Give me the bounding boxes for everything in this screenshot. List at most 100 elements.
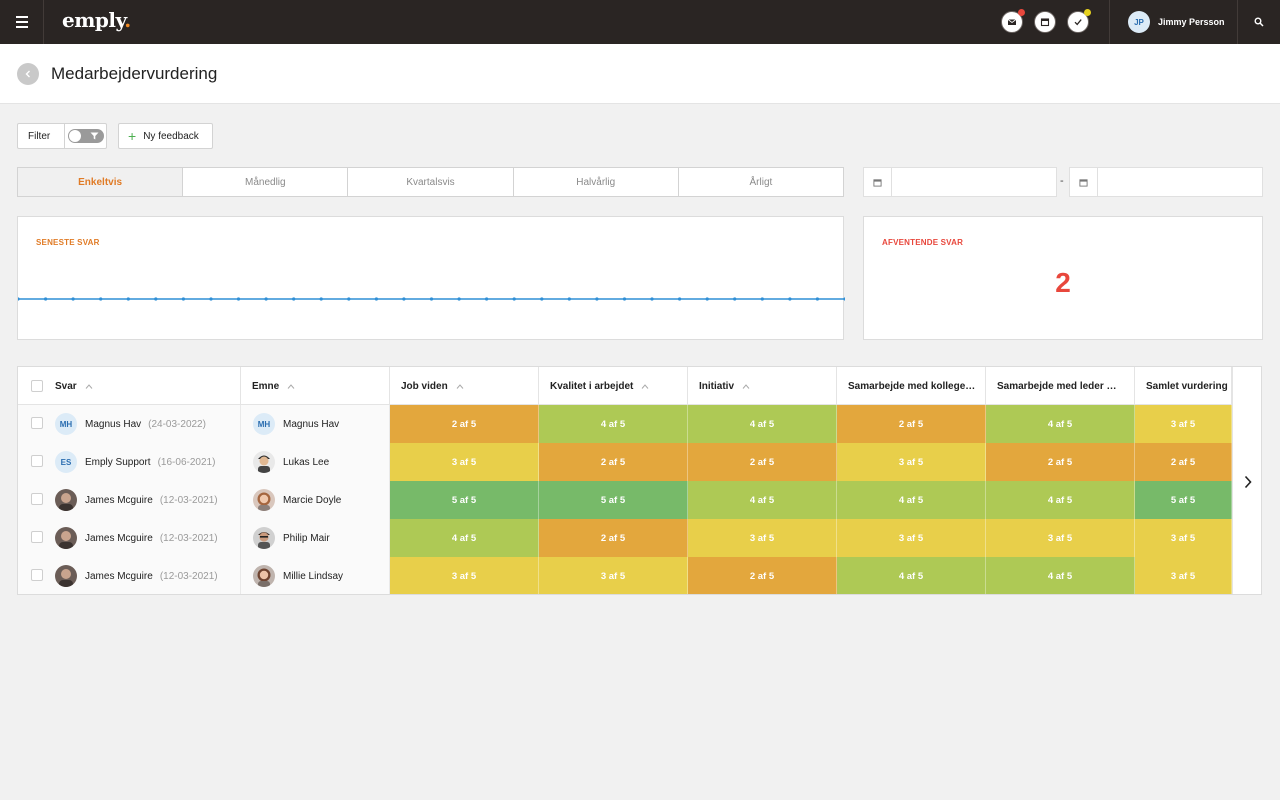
score-cell[interactable]: 2 af 5: [390, 405, 539, 443]
score-cell[interactable]: 3 af 5: [390, 557, 539, 594]
score-cell[interactable]: 3 af 5: [1135, 557, 1232, 594]
calendar-icon[interactable]: [1034, 11, 1056, 33]
col-svar[interactable]: Svar: [18, 367, 241, 405]
score-cell[interactable]: 4 af 5: [986, 481, 1135, 519]
score-cell[interactable]: 3 af 5: [837, 519, 986, 557]
score-cell[interactable]: 2 af 5: [837, 405, 986, 443]
svar-name[interactable]: James Mcguire: [85, 532, 153, 544]
sparkline-point: [567, 297, 571, 301]
pending-answers-card: AFVENTENDE SVAR 2: [863, 216, 1263, 340]
score-cell[interactable]: 3 af 5: [539, 557, 688, 594]
row-checkbox[interactable]: [31, 569, 43, 581]
score-cell[interactable]: 2 af 5: [539, 443, 688, 481]
emne-name[interactable]: Magnus Hav: [283, 418, 340, 430]
sparkline-point: [126, 297, 130, 301]
date-to-field: [1069, 167, 1263, 197]
score-cell[interactable]: 3 af 5: [837, 443, 986, 481]
score-cell[interactable]: 2 af 5: [986, 443, 1135, 481]
score-cell[interactable]: 5 af 5: [539, 481, 688, 519]
search-icon[interactable]: [1238, 0, 1280, 44]
sparkline-point: [99, 297, 103, 301]
sparkline-point: [760, 297, 764, 301]
back-button[interactable]: [17, 63, 39, 85]
svar-name[interactable]: Emply Support: [85, 456, 151, 468]
logo[interactable]: emply.: [62, 8, 131, 32]
menu-icon[interactable]: [0, 0, 44, 44]
score-cell[interactable]: 2 af 5: [688, 443, 837, 481]
score-cell[interactable]: 4 af 5: [837, 557, 986, 594]
score-cell[interactable]: 3 af 5: [1135, 519, 1232, 557]
tab-maanedlig[interactable]: Månedlig: [183, 168, 349, 196]
score-cell[interactable]: 3 af 5: [986, 519, 1135, 557]
sparkline-point: [843, 297, 845, 301]
col-samarbejde-kollega[interactable]: Samarbejde med kollege…: [837, 367, 986, 405]
col-initiativ[interactable]: Initiativ: [688, 367, 837, 405]
score-cell[interactable]: 4 af 5: [986, 557, 1135, 594]
sparkline-point: [347, 297, 351, 301]
row-checkbox[interactable]: [31, 455, 43, 467]
score-cell[interactable]: 3 af 5: [1135, 405, 1232, 443]
col-samarbejde-leder[interactable]: Samarbejde med leder …: [986, 367, 1135, 405]
emne-name[interactable]: Marcie Doyle: [283, 494, 342, 506]
score-cell[interactable]: 2 af 5: [1135, 443, 1232, 481]
date-from-input[interactable]: [892, 168, 1056, 196]
sparkline-point: [181, 297, 185, 301]
sparkline-point: [402, 297, 406, 301]
avatar: ES: [55, 451, 77, 473]
user-menu[interactable]: JP Jimmy Persson: [1128, 11, 1225, 33]
sparkline-point: [650, 297, 654, 301]
table-row[interactable]: MH Magnus Hav (24-03-2022) MH Magnus Hav 2 af…: [18, 405, 1261, 443]
calendar-icon[interactable]: [1070, 168, 1098, 196]
score-cell[interactable]: 4 af 5: [986, 405, 1135, 443]
avatar: JP: [1128, 11, 1150, 33]
svar-name[interactable]: Magnus Hav: [85, 418, 142, 430]
col-emne[interactable]: Emne: [241, 367, 390, 405]
table-row[interactable]: ES Emply Support (16-06-2021) Lukas Lee 3 af…: [18, 443, 1261, 481]
tab-halvaarlig[interactable]: Halvårlig: [514, 168, 679, 196]
score-cell[interactable]: 2 af 5: [688, 557, 837, 594]
select-all-checkbox[interactable]: [31, 380, 43, 392]
scroll-right-button[interactable]: [1232, 367, 1261, 594]
sparkline-point: [71, 297, 75, 301]
sparkline-point: [595, 297, 599, 301]
score-cell[interactable]: 5 af 5: [1135, 481, 1232, 519]
row-checkbox[interactable]: [31, 531, 43, 543]
score-cell[interactable]: 4 af 5: [688, 405, 837, 443]
emne-name[interactable]: Philip Mair: [283, 532, 330, 544]
table-row[interactable]: James Mcguire (12-03-2021) Millie Lindsay 3…: [18, 557, 1261, 594]
emne-name[interactable]: Millie Lindsay: [283, 570, 344, 582]
new-feedback-button[interactable]: + Ny feedback: [118, 123, 213, 149]
col-kvalitet[interactable]: Kvalitet i arbejdet: [539, 367, 688, 405]
calendar-icon[interactable]: [864, 168, 892, 196]
col-job-viden[interactable]: Job viden: [390, 367, 539, 405]
svar-date: (12-03-2021): [159, 570, 218, 582]
score-cell[interactable]: 4 af 5: [837, 481, 986, 519]
score-cell[interactable]: 4 af 5: [688, 481, 837, 519]
score-cell[interactable]: 4 af 5: [390, 519, 539, 557]
svar-name[interactable]: James Mcguire: [85, 570, 153, 582]
svar-name[interactable]: James Mcguire: [85, 494, 153, 506]
mail-icon[interactable]: [1001, 9, 1025, 33]
filter-label[interactable]: Filter: [28, 130, 51, 142]
tab-enkeltvis[interactable]: Enkeltvis: [18, 168, 184, 196]
score-cell[interactable]: 5 af 5: [390, 481, 539, 519]
check-icon[interactable]: [1067, 9, 1091, 33]
avatar: MH: [55, 413, 77, 435]
sparkline-point: [429, 297, 434, 301]
col-samlet[interactable]: Samlet vurdering: [1135, 367, 1232, 405]
score-cell[interactable]: 2 af 5: [539, 519, 688, 557]
score-cell[interactable]: 4 af 5: [539, 405, 688, 443]
emne-name[interactable]: Lukas Lee: [283, 456, 330, 468]
tab-kvartalsvis[interactable]: Kvartalsvis: [348, 168, 514, 196]
table-row[interactable]: James Mcguire (12-03-2021) Marcie Doyle 5 a…: [18, 481, 1261, 519]
date-to-input[interactable]: [1098, 168, 1262, 196]
row-checkbox[interactable]: [31, 417, 43, 429]
filter-toggle[interactable]: [68, 129, 104, 143]
score-cell[interactable]: 3 af 5: [390, 443, 539, 481]
sparkline-point: [319, 297, 323, 301]
tab-aarligt[interactable]: Årligt: [749, 176, 773, 188]
table-row[interactable]: James Mcguire (12-03-2021) Philip Mair 4 af…: [18, 519, 1261, 557]
sparkline-point: [678, 297, 682, 301]
row-checkbox[interactable]: [31, 493, 43, 505]
score-cell[interactable]: 3 af 5: [688, 519, 837, 557]
